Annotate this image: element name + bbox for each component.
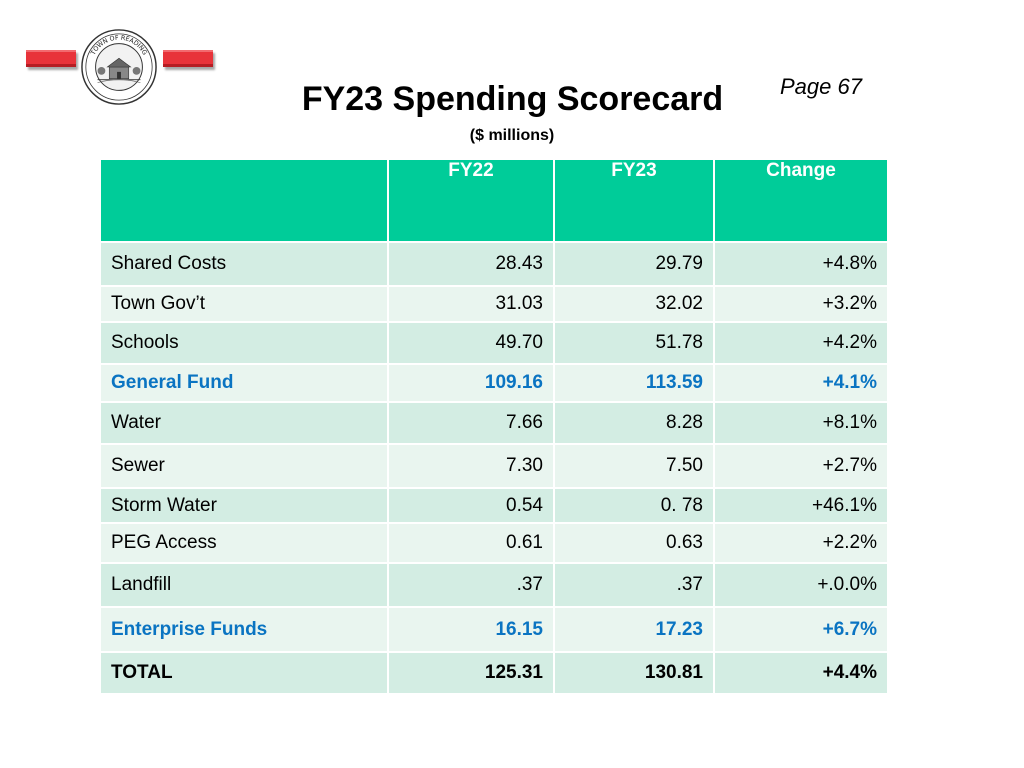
spending-table: FY22 FY23 Change Shared Costs 28.43 29.79 +… — [101, 160, 887, 695]
subtotal-row: General Fund 109.16 113.59 +4.1% — [101, 365, 887, 403]
row-label: PEG Access — [101, 524, 389, 564]
fy23-value: 0. 78 — [555, 489, 715, 524]
fy22-value: .37 — [389, 564, 555, 608]
fy23-value: 8.28 — [555, 403, 715, 445]
fy22-value: 16.15 — [389, 608, 555, 653]
change-value: +2.7% — [715, 445, 887, 489]
subtotal-row: Enterprise Funds 16.15 17.23 +6.7% — [101, 608, 887, 653]
fy22-value: 7.30 — [389, 445, 555, 489]
page-number: Page 67 — [780, 74, 862, 99]
fy22-value: 7.66 — [389, 403, 555, 445]
table-row: Water 7.66 8.28 +8.1% — [101, 403, 887, 445]
row-label: General Fund — [101, 365, 389, 403]
fy23-value: 130.81 — [555, 653, 715, 695]
table-row: Landfill .37.37 +.0.0% — [101, 564, 887, 608]
row-label: Water — [101, 403, 389, 445]
fy23-value: 29.79 — [555, 243, 715, 287]
row-label: Shared Costs — [101, 243, 389, 287]
town-seal-icon: TOWN OF READING — [81, 29, 157, 105]
column-header-change: Change — [715, 160, 887, 243]
table-row: Shared Costs 28.43 29.79 +4.8% — [101, 243, 887, 287]
table-row: Schools 49.70 51.78 +4.2% — [101, 323, 887, 365]
change-value: +6.7% — [715, 608, 887, 653]
table-row: Sewer 7.30 7.50 +2.7% — [101, 445, 887, 489]
fy22-value: 28.43 — [389, 243, 555, 287]
table-row: Town Gov’t 31.03 32.02 +3.2% — [101, 287, 887, 323]
table-body: Shared Costs 28.43 29.79 +4.8% Town Gov’t 31.… — [101, 243, 887, 695]
table-header-row: FY22 FY23 Change — [101, 160, 887, 243]
fy23-value: 51.78 — [555, 323, 715, 365]
row-label: Storm Water — [101, 489, 389, 524]
page-title: FY23 Spending Scorecard — [301, 80, 724, 118]
change-value: +4.8% — [715, 243, 887, 287]
table-row: Storm Water 0.54 0. 78 +46.1% — [101, 489, 887, 524]
page-subtitle: ($ millions) — [469, 127, 555, 144]
total-row: TOTAL 125.31 130.81 +4.4% — [101, 653, 887, 695]
change-value: +4.4% — [715, 653, 887, 695]
change-value: +8.1% — [715, 403, 887, 445]
fy23-value: 7.50 — [555, 445, 715, 489]
row-label: Schools — [101, 323, 389, 365]
change-value: +2.2% — [715, 524, 887, 564]
change-value: +4.2% — [715, 323, 887, 365]
row-label: Sewer — [101, 445, 389, 489]
change-value: +3.2% — [715, 287, 887, 323]
row-label: TOTAL — [101, 653, 389, 695]
fy22-value: 109.16 — [389, 365, 555, 403]
change-value: +.0.0% — [715, 564, 887, 608]
fy22-value: 0.54 — [389, 489, 555, 524]
fy23-value: 0.63 — [555, 524, 715, 564]
row-label: Enterprise Funds — [101, 608, 389, 653]
column-header-label — [101, 160, 389, 243]
change-value: +4.1% — [715, 365, 887, 403]
fy23-value: 32.02 — [555, 287, 715, 323]
red-accent-bar-left — [26, 50, 76, 67]
fy22-value: 49.70 — [389, 323, 555, 365]
fy22-value: 31.03 — [389, 287, 555, 323]
row-label: Landfill — [101, 564, 389, 608]
fy23-value: 113.59 — [555, 365, 715, 403]
fy22-value: 0.61 — [389, 524, 555, 564]
fy23-value: .37 — [555, 564, 715, 608]
change-value: +46.1% — [715, 489, 887, 524]
column-header-fy23: FY23 — [555, 160, 715, 243]
fy22-value: 125.31 — [389, 653, 555, 695]
column-header-fy22: FY22 — [389, 160, 555, 243]
red-accent-bar-right — [163, 50, 213, 67]
fy23-value: 17.23 — [555, 608, 715, 653]
row-label: Town Gov’t — [101, 287, 389, 323]
table-row: PEG Access 0.61 0.63 +2.2% — [101, 524, 887, 564]
